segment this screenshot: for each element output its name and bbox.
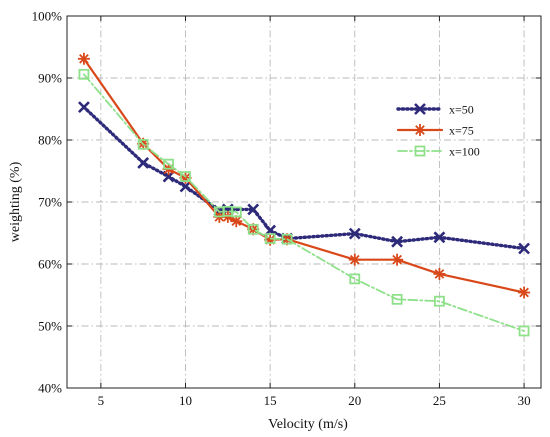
- data-point-series-3: [434, 295, 445, 307]
- data-point-series-3: [180, 171, 191, 182]
- data-point-series-1: [247, 203, 260, 216]
- data-point-series-3-stroke: [518, 325, 530, 337]
- data-point-series-3-stroke: [264, 233, 276, 244]
- data-point-series-3: [137, 138, 149, 150]
- data-point-series-3-stroke: [434, 295, 445, 307]
- legend-marker-2: [414, 124, 426, 136]
- data-point-series-1-stroke: [247, 203, 260, 216]
- data-point-series-2-stroke: [349, 254, 360, 265]
- data-point-series-3-stroke: [281, 233, 293, 245]
- data-point-series-3: [349, 273, 361, 285]
- data-point-series-3-stroke: [391, 293, 403, 305]
- series-line-3: [83, 73, 525, 332]
- legend-label-1: x=50: [449, 103, 474, 117]
- data-point-series-3: [163, 158, 174, 170]
- data-point-series-3-stroke: [180, 171, 191, 182]
- data-point-series-2-stroke: [434, 269, 445, 279]
- legend-marker-2-stroke: [415, 125, 425, 135]
- data-point-series-1: [518, 242, 530, 255]
- data-point-series-2: [518, 286, 531, 299]
- data-point-series-1-stroke: [348, 227, 361, 240]
- x-tick-label: 25: [433, 393, 446, 408]
- data-point-series-3: [264, 233, 276, 244]
- data-point-series-2-stroke: [222, 212, 233, 222]
- data-point-series-1-stroke: [518, 242, 530, 255]
- x-tick-label: 5: [98, 393, 105, 408]
- y-tick-label: 100%: [32, 9, 63, 24]
- data-point-series-1: [391, 235, 404, 248]
- data-point-series-3-stroke: [247, 223, 259, 235]
- data-point-series-2-stroke: [392, 254, 402, 265]
- data-point-series-2-stroke: [519, 287, 529, 298]
- data-point-series-3: [518, 325, 530, 337]
- legend-marker-1: [414, 103, 426, 115]
- y-tick-label: 40%: [38, 381, 62, 396]
- data-point-series-1-stroke: [137, 157, 150, 169]
- legend-marker-3-stroke: [414, 145, 426, 157]
- legend-marker-1-stroke: [414, 103, 426, 115]
- y-tick-label: 70%: [38, 195, 62, 210]
- data-point-series-3-stroke: [163, 158, 174, 170]
- data-point-series-3-stroke: [349, 273, 361, 285]
- x-tick-label: 10: [179, 393, 192, 408]
- data-point-series-3: [247, 223, 259, 235]
- plot-area: 5 10 15 20 25 30 40% 50% 60% 70% 80% 90% 100%: [32, 9, 542, 408]
- data-point-series-2: [391, 253, 404, 266]
- data-point-series-1: [78, 101, 90, 114]
- data-point-series-3: [281, 233, 293, 245]
- data-point-series-3-stroke: [137, 138, 149, 150]
- data-point-series-1: [433, 231, 446, 244]
- data-point-series-1-stroke: [433, 231, 446, 244]
- data-point-series-3: [230, 206, 242, 218]
- data-point-series-1: [137, 157, 150, 169]
- data-point-series-3: [391, 293, 403, 305]
- x-tick-label: 30: [518, 393, 531, 408]
- data-point-series-3: [78, 68, 90, 80]
- legend-label-3: x=100: [449, 145, 480, 159]
- legend-label-2: x=75: [449, 124, 474, 138]
- data-point-series-1-stroke: [391, 235, 404, 248]
- data-point-series-2: [230, 215, 243, 228]
- y-axis-label: weighting (%): [8, 161, 23, 242]
- data-point-series-2: [77, 52, 90, 65]
- data-point-series-2-stroke: [231, 216, 242, 227]
- y-tick-label: 60%: [38, 257, 62, 272]
- data-point-series-2: [348, 253, 361, 266]
- data-point-series-1-stroke: [78, 101, 90, 114]
- data-point-series-3-stroke: [78, 68, 90, 80]
- x-axis-label: Velocity (m/s): [268, 417, 348, 432]
- series-line-2: [82, 57, 526, 294]
- y-tick-label: 80%: [38, 133, 62, 148]
- data-point-series-2: [433, 267, 446, 280]
- x-tick-label: 20: [348, 393, 361, 408]
- legend-marker-3: [414, 145, 426, 157]
- legend: x=50 x=75 x=100: [396, 103, 480, 159]
- data-point-series-2-stroke: [79, 53, 89, 64]
- y-tick-label: 90%: [38, 71, 62, 86]
- data-point-series-1: [348, 227, 361, 240]
- x-tick-label: 15: [264, 393, 277, 408]
- data-point-series-3-stroke: [230, 206, 242, 218]
- y-tick-label: 50%: [38, 319, 62, 334]
